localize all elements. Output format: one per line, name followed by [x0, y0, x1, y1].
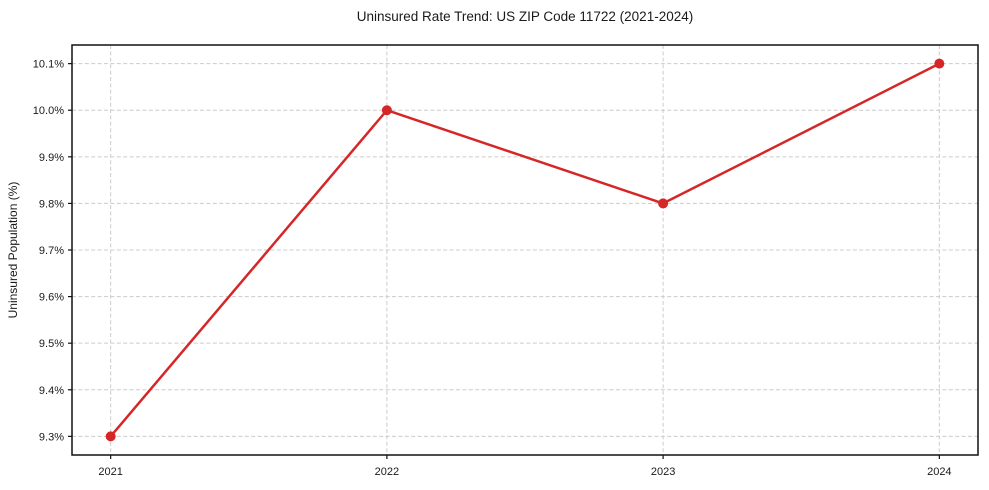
y-tick-label: 9.6%	[39, 292, 64, 304]
x-tick-label: 2023	[651, 466, 675, 478]
y-tick-label: 9.9%	[39, 152, 64, 164]
y-tick-label: 10.0%	[33, 105, 64, 117]
y-tick-label: 9.3%	[39, 431, 64, 443]
data-point-marker	[658, 198, 669, 209]
chart-title: Uninsured Rate Trend: US ZIP Code 11722 …	[356, 9, 694, 24]
x-tick-label: 2021	[98, 466, 122, 478]
x-tick-label: 2024	[927, 466, 951, 478]
data-point-marker	[105, 431, 116, 442]
y-tick-label: 10.1%	[33, 59, 64, 71]
y-tick-label: 9.8%	[39, 198, 64, 210]
data-point-marker	[934, 58, 945, 69]
trend-line	[109, 62, 941, 438]
y-tick-label: 9.5%	[39, 338, 64, 350]
data-point-marker	[381, 105, 392, 116]
x-tick-label: 2022	[375, 466, 399, 478]
plot-border	[71, 44, 979, 456]
y-tick-label: 9.7%	[39, 245, 64, 257]
y-tick-label: 9.4%	[39, 385, 64, 397]
